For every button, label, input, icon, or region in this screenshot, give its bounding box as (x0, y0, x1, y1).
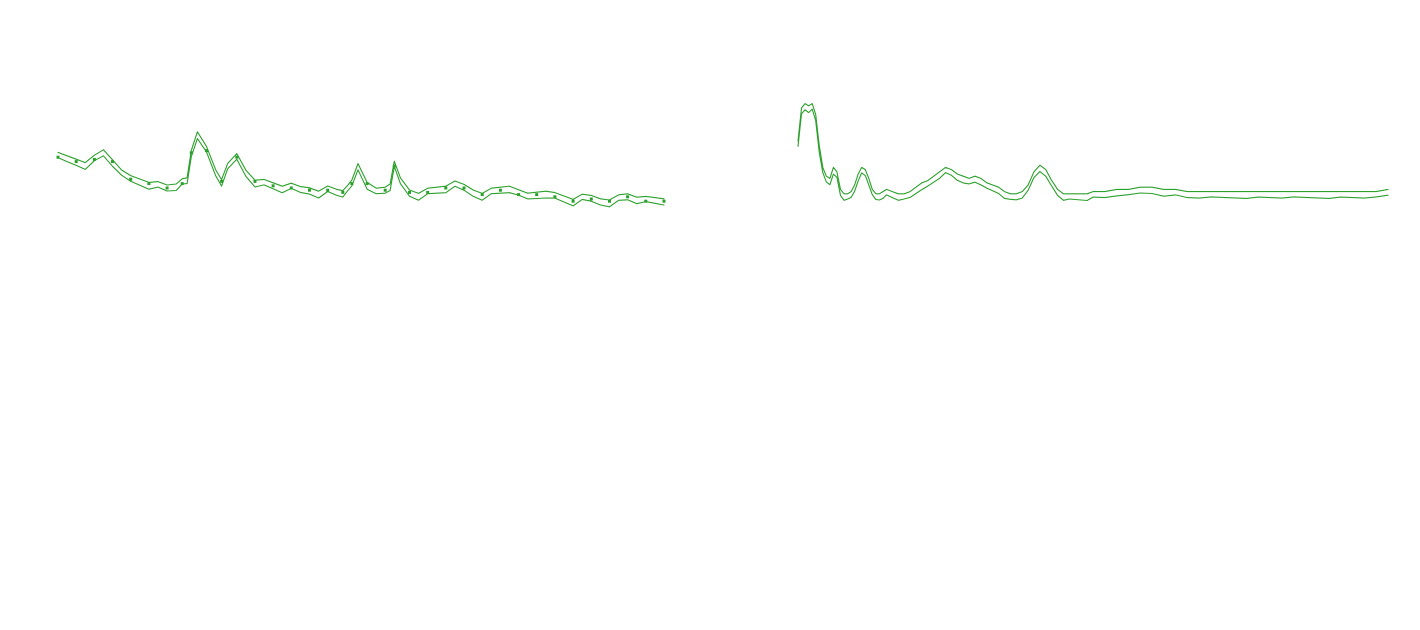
noise-speck (165, 186, 169, 190)
noise-speck (392, 164, 396, 168)
noise-speck (180, 182, 184, 186)
noise-speck (553, 195, 557, 199)
noise-speck (235, 155, 239, 159)
noise-speck (498, 188, 502, 192)
series-0-line-upper (57, 131, 665, 201)
noise-speck (111, 160, 114, 164)
noise-speck (92, 157, 96, 161)
noise-speck (56, 155, 60, 159)
noise-speck (644, 199, 648, 203)
noise-speck (662, 199, 666, 203)
noise-speck (289, 186, 293, 190)
noise-speck (365, 182, 369, 186)
noise-speck (220, 179, 224, 183)
noise-speck (626, 195, 630, 199)
noise-speck (308, 188, 311, 192)
noise-speck (271, 184, 275, 188)
series-0-line-lower (57, 138, 665, 208)
noise-speck (408, 190, 411, 194)
noise-speck (205, 149, 208, 153)
noise-speck (383, 188, 387, 192)
noise-speck (444, 186, 448, 190)
noise-speck (589, 197, 593, 201)
noise-speck (608, 199, 611, 203)
noise-speck (571, 199, 575, 203)
noise-speck (535, 193, 539, 197)
spectrum-chart-right (797, 103, 1389, 202)
noise-speck (350, 182, 354, 186)
series-0-line-upper (797, 103, 1389, 195)
noise-speck (189, 151, 193, 155)
noise-speck (74, 160, 78, 164)
noise-speck (426, 190, 430, 194)
noise-speck (147, 182, 151, 186)
noise-speck (480, 193, 484, 197)
series-0-line-lower (797, 108, 1389, 202)
noise-speck (341, 190, 345, 194)
noise-speck (129, 177, 133, 181)
noise-speck (462, 186, 466, 190)
spectrum-chart-left (56, 131, 666, 208)
noise-speck (517, 193, 521, 197)
noise-speck (253, 179, 257, 183)
noise-speck (326, 188, 330, 192)
